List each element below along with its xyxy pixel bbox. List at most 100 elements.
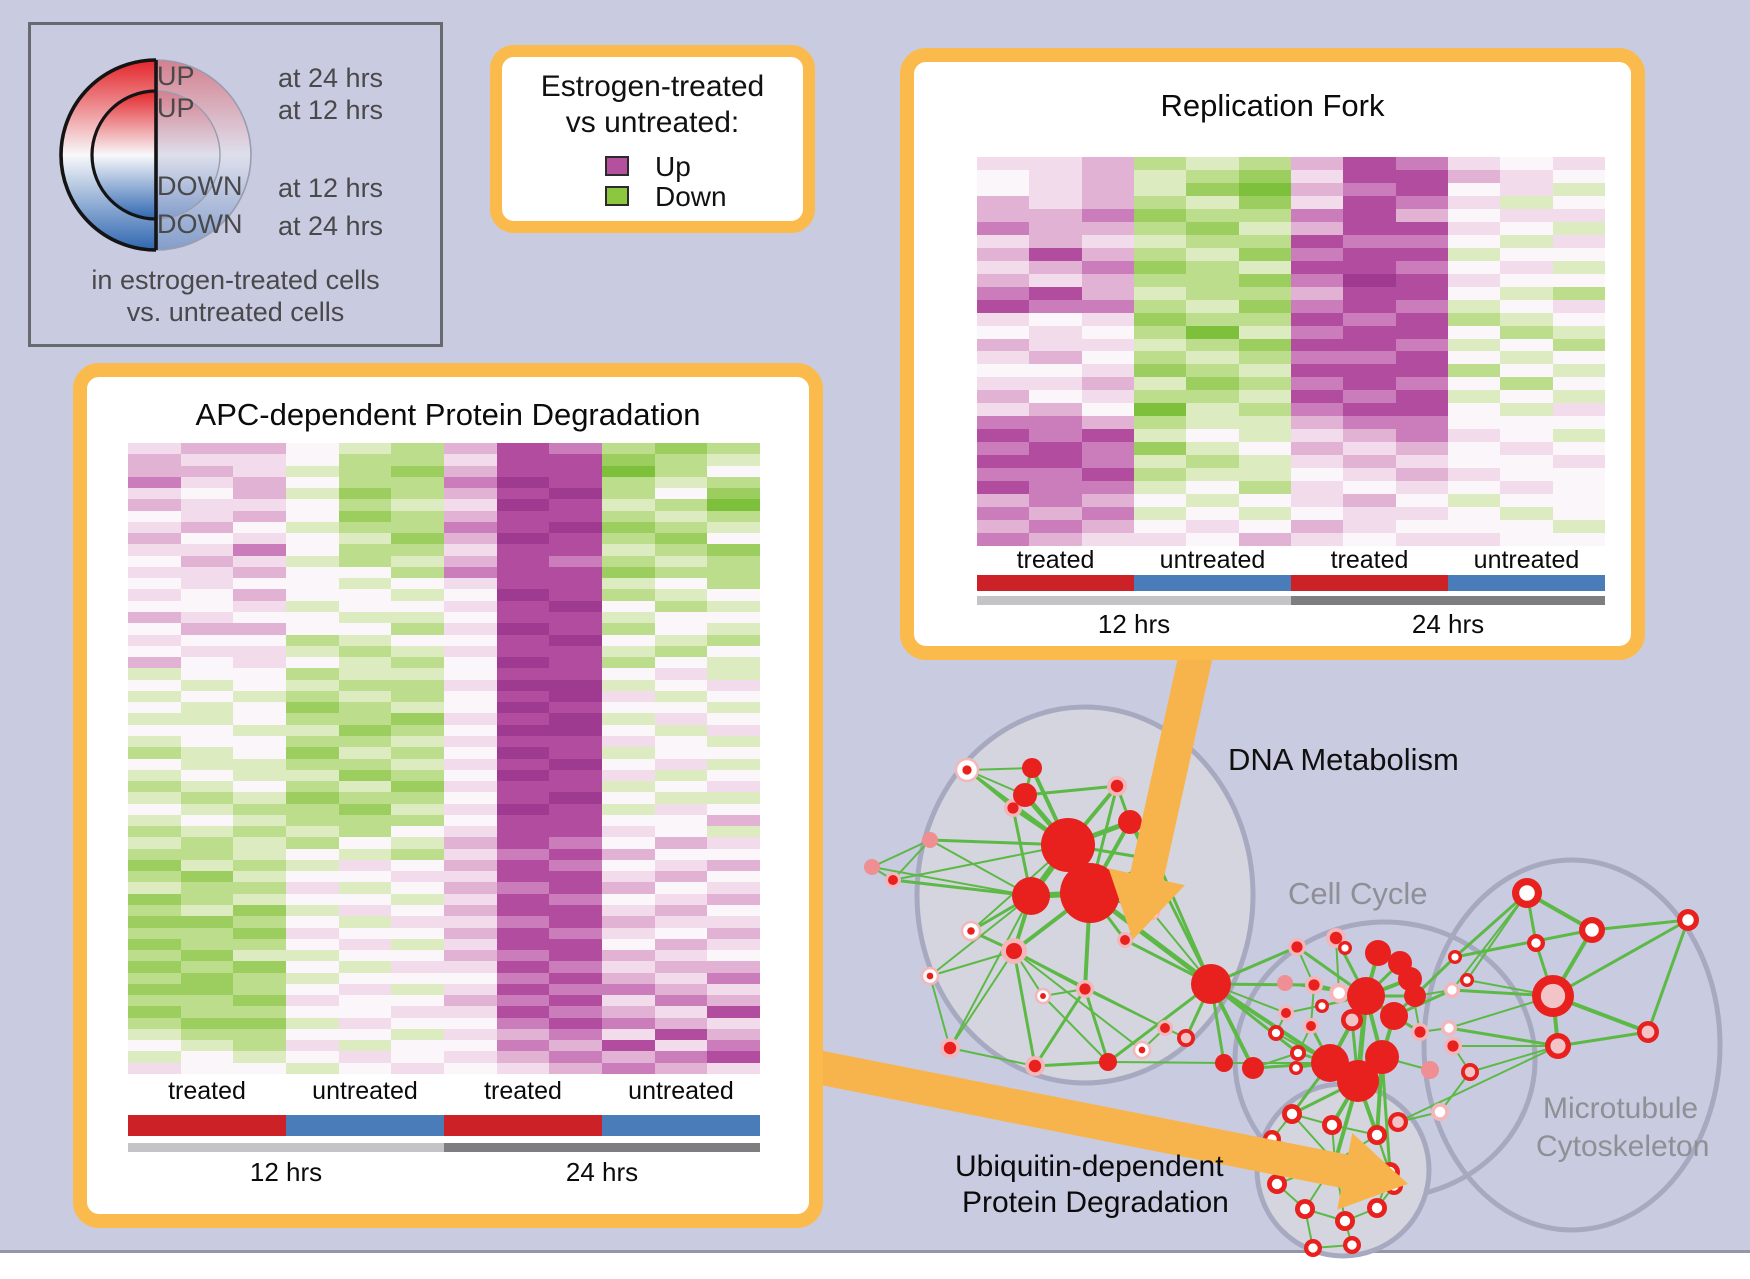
- heatmap-cell: [654, 578, 708, 590]
- heatmap-cell: [1552, 157, 1605, 170]
- heatmap-cell: [496, 544, 550, 556]
- heatmap-cell: [1552, 507, 1605, 521]
- heatmap-cell: [128, 1062, 181, 1074]
- heatmap-cell: [1186, 364, 1239, 378]
- heatmap-cell: [128, 465, 181, 477]
- heatmap-cell: [391, 792, 444, 804]
- group-label: treated: [168, 1077, 246, 1105]
- heatmap-cell: [549, 972, 602, 984]
- heatmap-cell: [128, 657, 181, 669]
- heatmap-cell: [707, 566, 760, 579]
- heatmap-cell: [1395, 533, 1448, 546]
- apc-group-labels: treated untreated treated untreated: [128, 1077, 760, 1106]
- heatmap-cell: [707, 499, 760, 511]
- heatmap-cell: [707, 690, 760, 703]
- heatmap-cell: [391, 724, 444, 736]
- heatmap-cell: [1133, 221, 1187, 235]
- heatmap-cell: [444, 995, 497, 1007]
- heatmap-cell: [1133, 338, 1187, 352]
- heatmap-cell: [496, 848, 550, 860]
- heatmap-cell: [1186, 507, 1239, 521]
- network-node: [1519, 885, 1535, 901]
- heatmap-cell: [391, 803, 444, 815]
- heatmap-cell: [233, 645, 286, 658]
- heatmap-cell: [1290, 351, 1344, 365]
- heatmap-cell: [1343, 247, 1396, 261]
- network-edge: [1397, 1045, 1559, 1123]
- network-node: [1341, 944, 1349, 952]
- heatmap-cell: [338, 690, 392, 703]
- heatmap-cell: [602, 747, 655, 759]
- network-node: [1421, 1061, 1439, 1079]
- heatmap-cell: [1447, 182, 1501, 196]
- heatmap-cell: [1343, 234, 1396, 248]
- heatmap-cell: [977, 507, 1030, 521]
- heatmap-cell: [496, 1062, 550, 1074]
- heatmap-cell: [444, 769, 497, 782]
- heatmap-cell: [977, 273, 1030, 287]
- heatmap-cell: [1552, 403, 1605, 417]
- heatmap-cell: [602, 893, 655, 905]
- heatmap-cell: [977, 416, 1030, 430]
- heatmap-cell: [602, 1062, 655, 1074]
- heatmap-cell: [496, 724, 550, 736]
- heatmap-cell: [286, 555, 339, 567]
- network-node: [1392, 1116, 1404, 1128]
- heatmap-cell: [1133, 182, 1187, 196]
- heatmap-cell: [1290, 442, 1344, 456]
- heatmap-cell: [654, 781, 708, 793]
- heatmap-cell: [1552, 260, 1605, 274]
- heatmap-cell: [180, 781, 234, 793]
- heatmap-cell: [233, 510, 286, 522]
- heatmap-cell: [1343, 494, 1396, 508]
- heatmap-cell: [286, 499, 339, 511]
- heatmap-cell: [338, 927, 392, 939]
- heatmap-cell: [496, 758, 550, 770]
- network-edge: [1013, 950, 1143, 1051]
- heatmap-cell: [1238, 208, 1291, 222]
- heatmap-cell: [1133, 312, 1187, 326]
- heatmap-cell: [233, 814, 286, 827]
- network-node: [1277, 975, 1293, 991]
- updown-word-4: DOWN: [157, 209, 243, 239]
- heatmap-cell: [1029, 157, 1082, 170]
- heatmap-cell: [338, 600, 392, 613]
- heatmap-cell: [286, 916, 339, 928]
- heatmap-cell: [1447, 481, 1501, 495]
- heatmap-cell: [391, 747, 444, 759]
- heatmap-cell: [233, 871, 286, 883]
- heatmap-cell: [1395, 481, 1448, 495]
- heatmap-cell: [338, 566, 392, 579]
- heatmap-cell: [391, 521, 444, 534]
- heatmap-cell: [233, 634, 286, 646]
- heatmap-cell: [602, 454, 655, 466]
- heatmap-cell: [707, 735, 760, 748]
- network-node: [1308, 979, 1320, 991]
- heatmap-cell: [496, 690, 550, 703]
- heatmap-cell: [707, 882, 760, 894]
- heatmap-cell: [180, 443, 234, 455]
- heatmap-cell: [128, 544, 181, 556]
- heatmap-cell: [496, 713, 550, 725]
- heatmap-cell: [1029, 481, 1082, 495]
- heatmap-cell: [496, 995, 550, 1007]
- network-node: [1540, 983, 1566, 1009]
- heatmap-cell: [1029, 468, 1082, 482]
- heatmap-cell: [180, 747, 234, 759]
- heatmap-cell: [602, 859, 655, 872]
- heatmap-cell: [549, 612, 602, 624]
- heatmap-cell: [1500, 455, 1553, 469]
- network-edge: [1107, 1061, 1225, 1064]
- heatmap-cell: [549, 476, 602, 489]
- heatmap-cell: [1447, 390, 1501, 404]
- heatmap-cell: [128, 702, 181, 714]
- heatmap-cell: [286, 983, 339, 996]
- heatmap-cell: [286, 533, 339, 545]
- treatment-bar-segment: [444, 1115, 602, 1136]
- heatmap-cell: [654, 465, 708, 477]
- heatmap-cell: [549, 1028, 602, 1041]
- heatmap-cell: [654, 454, 708, 466]
- heatmap-cell: [707, 893, 760, 905]
- heatmap-cell: [338, 634, 392, 646]
- updown-time-4: at 24 hrs: [278, 211, 384, 241]
